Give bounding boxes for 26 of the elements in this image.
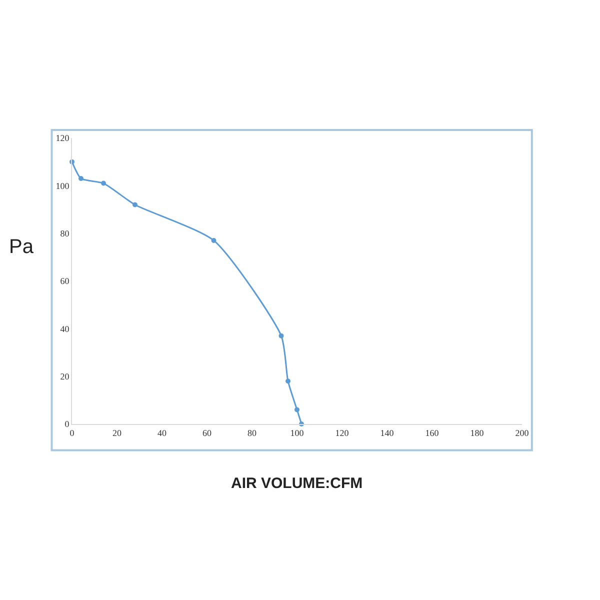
point (286, 378, 290, 384)
x-tick-label: 140 (380, 428, 394, 438)
x-tick-label: 120 (335, 428, 350, 438)
y-tick-label: 20 (60, 371, 70, 382)
x-tick-label: 100 (290, 428, 304, 438)
x-tick-label: 60 (202, 428, 212, 438)
y-tick-label: 100 (56, 180, 70, 191)
point (211, 238, 216, 243)
point (78, 176, 84, 182)
x-tick-label: 180 (470, 428, 484, 438)
y-axis-title: Pa (9, 236, 34, 258)
x-tick-label: 40 (158, 428, 167, 438)
point (101, 180, 106, 186)
y-tick-label: 40 (60, 324, 70, 334)
y-tick-label: 80 (60, 228, 70, 238)
point (132, 202, 138, 208)
x-axis-title: AIR VOLUME:CFM (231, 475, 363, 492)
x-tick-label: 200 (515, 428, 530, 438)
point (294, 407, 300, 412)
x-tick-label: 80 (248, 428, 257, 438)
y-tick-label: 0 (64, 419, 70, 430)
point (278, 333, 284, 338)
x-tick-label: 20 (112, 428, 122, 438)
y-tick-label: 60 (60, 276, 70, 286)
x-tick-label: 160 (425, 428, 440, 438)
y-tick-label: 120 (56, 133, 70, 144)
